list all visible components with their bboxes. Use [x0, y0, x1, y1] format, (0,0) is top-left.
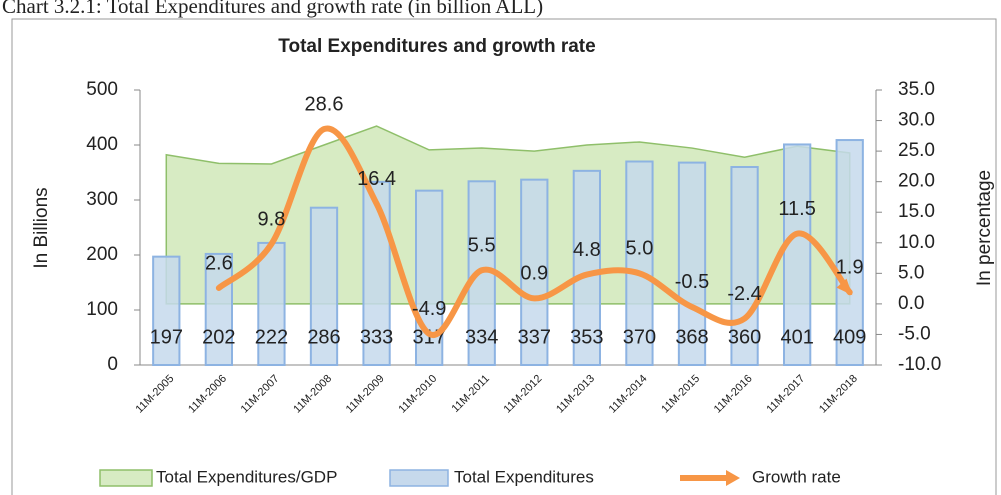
bar	[257, 241, 286, 366]
legend-swatch-arrow	[726, 470, 740, 486]
y-tick-label: 300	[86, 189, 118, 210]
bar-value-label: 409	[833, 326, 866, 348]
bar-value-label: 353	[570, 326, 603, 348]
bar-value-label: 202	[202, 326, 235, 348]
legend-label: Total Expenditures	[454, 467, 594, 486]
bar-value-label: 368	[675, 326, 708, 348]
line-value-label: 0.9	[520, 263, 548, 285]
bar	[730, 166, 759, 366]
bar-value-label: 222	[255, 326, 288, 348]
y2-tick-label: 30.0	[898, 110, 935, 131]
bar-value-label: 370	[623, 326, 656, 348]
line-value-label: 16.4	[357, 168, 396, 190]
bar	[520, 178, 549, 366]
bar-value-label: 286	[307, 326, 340, 348]
legend-swatch	[99, 469, 153, 487]
line-value-label: 1.9	[836, 257, 864, 279]
caption: Chart 3.2.1: Total Expenditures and grow…	[2, 0, 543, 18]
y2-tick-label: 15.0	[898, 201, 935, 222]
bar	[835, 139, 864, 366]
bar-value-label: 334	[465, 326, 498, 348]
bar	[309, 206, 339, 366]
line-value-label: -2.4	[727, 283, 761, 305]
bar	[204, 252, 233, 366]
line-value-label: 11.5	[778, 198, 815, 220]
y2-tick-label: 20.0	[898, 171, 935, 192]
y2-tick-label: 0.0	[898, 293, 924, 314]
y2-tick-label: 35.0	[898, 79, 935, 100]
bar	[783, 143, 812, 366]
bar	[572, 169, 602, 366]
line-value-label: 28.6	[305, 93, 344, 115]
chart-title: Total Expenditures and growth rate	[278, 36, 595, 57]
legend-label: Total Expenditures/GDP	[156, 467, 337, 486]
y-tick-label: 100	[86, 299, 118, 320]
y-tick-label: 500	[86, 79, 118, 100]
line-value-label: -0.5	[675, 271, 709, 293]
y2-axis-title: In percentage	[974, 170, 995, 286]
bar	[677, 161, 707, 366]
bar-value-label: 337	[518, 326, 551, 348]
y2-tick-label: -10.0	[898, 354, 941, 375]
y-axis-title: In Billions	[31, 187, 52, 268]
bar-value-label: 401	[780, 326, 813, 348]
bar	[152, 255, 181, 366]
y2-tick-label: 10.0	[898, 232, 935, 253]
bar	[362, 180, 391, 366]
y2-tick-label: -5.0	[898, 323, 931, 344]
y-tick-label: 400	[86, 134, 118, 155]
legend-swatch	[389, 469, 449, 487]
line-value-label: 4.8	[573, 239, 601, 261]
line-value-label: 5.5	[468, 235, 496, 257]
y-tick-label: 200	[86, 244, 118, 265]
line-value-label: 9.8	[258, 208, 286, 230]
y-tick-label: 0	[107, 354, 118, 375]
line-value-label: 2.6	[205, 252, 233, 274]
legend-label: Growth rate	[752, 467, 841, 486]
line-arrowhead	[836, 278, 853, 296]
bar-value-label: 197	[150, 326, 183, 348]
bar-value-label: 360	[728, 326, 761, 348]
bar-value-label: 333	[360, 326, 393, 348]
bar	[625, 160, 654, 366]
line	[215, 125, 853, 338]
line-value-label: 5.0	[626, 238, 654, 260]
line-value-label: -4.9	[412, 298, 446, 320]
y2-tick-label: 25.0	[898, 140, 935, 161]
y2-tick-label: 5.0	[898, 262, 924, 283]
